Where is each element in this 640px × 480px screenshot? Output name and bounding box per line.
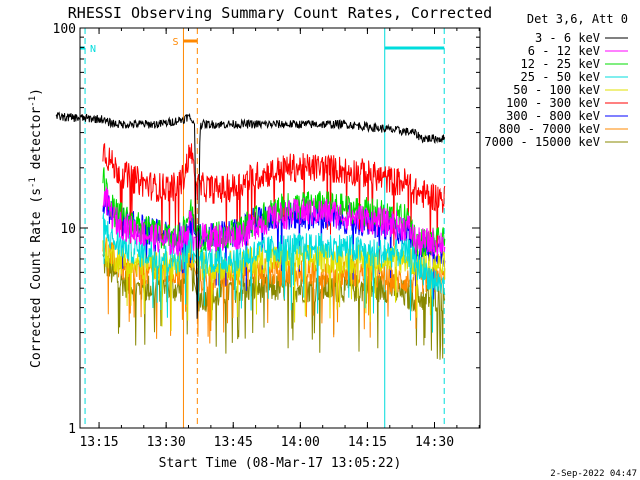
- y-tick-label: 1: [68, 422, 76, 437]
- y-tick-label: 10: [60, 222, 76, 237]
- x-tick-label: 14:00: [281, 435, 320, 450]
- plot-area: NS: [55, 28, 446, 428]
- x-tick-label: 14:15: [348, 435, 387, 450]
- interval-label: S: [172, 37, 178, 48]
- chart-title: RHESSI Observing Summary Count Rates, Co…: [68, 4, 492, 22]
- y-axis-label-main: Corrected Count Rate (s: [29, 188, 44, 368]
- y-axis-label-end: ): [29, 88, 44, 96]
- y-axis-label-sup2: -1: [28, 96, 38, 107]
- y-axis-label: Corrected Count Rate (s-1 detector-1): [28, 88, 44, 368]
- legend-label: 25 - 50 keV: [521, 70, 600, 84]
- legend-label: 12 - 25 keV: [521, 57, 600, 71]
- x-tick-label: 13:15: [79, 435, 118, 450]
- interval-label: N: [90, 44, 96, 55]
- footer-date: 2-Sep-2022 04:47: [550, 469, 637, 479]
- legend-label: 800 - 7000 keV: [499, 122, 600, 136]
- x-tick-label: 13:30: [147, 435, 186, 450]
- legend-label: 100 - 300 keV: [506, 96, 600, 110]
- axis-ticks: 13:15 13:30 13:45 14:00 14:15 14:30 1 10 100: [53, 22, 480, 450]
- legend-title: Det 3,6, Att 0: [527, 12, 628, 26]
- legend-label: 3 - 6 keV: [535, 31, 600, 45]
- y-tick-label: 100: [53, 22, 76, 37]
- plot-frame: [79, 27, 481, 429]
- series-line: [102, 186, 446, 257]
- x-axis-label: Start Time (08-Mar-17 13:05:22): [159, 456, 402, 471]
- legend-label: 7000 - 15000 keV: [484, 135, 600, 149]
- legend-label: 50 - 100 keV: [513, 83, 600, 97]
- legend-label: 300 - 800 keV: [506, 109, 600, 123]
- series-line: [102, 142, 446, 257]
- y-axis-label-mid: detector: [29, 107, 44, 178]
- legend-label: 6 - 12 keV: [528, 44, 600, 58]
- series-line: [55, 111, 446, 319]
- series-line: [102, 236, 446, 344]
- y-axis-label-sup1: -1: [28, 177, 38, 188]
- series-line: [102, 213, 446, 333]
- x-tick-label: 13:45: [214, 435, 253, 450]
- x-tick-label: 14:30: [415, 435, 454, 450]
